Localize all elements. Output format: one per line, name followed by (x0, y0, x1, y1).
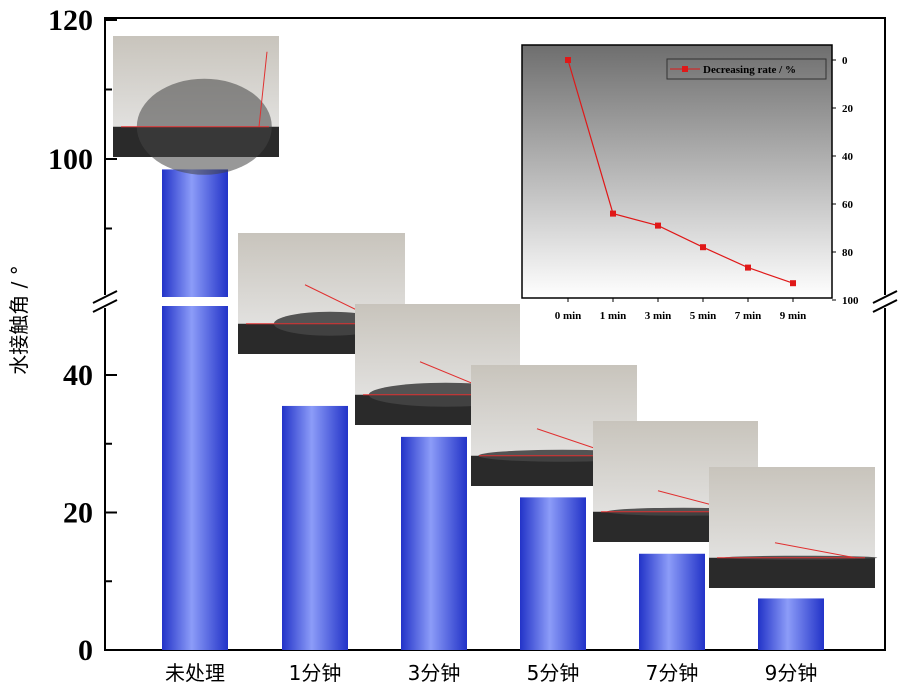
x-tick-label: 9分钟 (765, 661, 818, 685)
axis-break-mark (872, 299, 898, 313)
inset-y-tick-label: 100 (842, 295, 859, 307)
bar (758, 598, 824, 650)
inset-point (610, 210, 616, 217)
bar (401, 436, 467, 650)
inset-point (700, 244, 706, 251)
inset-plot (521, 44, 833, 299)
x-tick-label: 7分钟 (646, 661, 699, 685)
inset-y-tick-label: 20 (842, 103, 854, 115)
inset-point (790, 280, 796, 287)
bar (162, 306, 228, 650)
inset-series-line (567, 59, 794, 284)
bar (162, 169, 228, 297)
inset-x-tick-label: 3 min (645, 310, 672, 322)
inset-y-tick-label: 0 (842, 55, 848, 67)
inset-x-tick-label: 7 min (735, 310, 762, 322)
x-tick-label: 5分钟 (527, 661, 580, 685)
bar (520, 497, 586, 650)
legend-marker (682, 66, 688, 72)
legend-label: Decreasing rate / % (703, 64, 796, 76)
y-tick-label: 100 (48, 143, 93, 176)
x-tick-label: 未处理 (165, 661, 225, 685)
inset-legend (666, 58, 827, 80)
droplet-photo (709, 467, 878, 588)
droplet-photo (113, 36, 279, 175)
y-tick-label: 0 (78, 634, 93, 667)
inset-point (655, 222, 661, 229)
axis-break-mark (92, 290, 118, 304)
x-tick-label: 3分钟 (408, 661, 461, 685)
y-tick-label: 40 (63, 359, 93, 392)
y-tick-label: 120 (48, 4, 93, 37)
inset-y-tick-label: 60 (842, 199, 854, 211)
inset-x-tick-label: 0 min (555, 310, 582, 322)
inset-y-tick-label: 40 (842, 151, 854, 163)
bar (282, 405, 348, 650)
y-tick-label: 20 (63, 497, 93, 530)
inset-x-tick-label: 1 min (600, 310, 627, 322)
inset-point (565, 57, 571, 63)
plot-frame (104, 17, 886, 651)
x-tick-label: 1分钟 (289, 661, 342, 685)
y-axis-label: 水接触角 / ° (7, 265, 31, 374)
inset-x-tick-label: 9 min (780, 310, 807, 322)
axis-break-mark (92, 299, 118, 313)
inset-x-tick-label: 5 min (690, 310, 717, 322)
inset-point (745, 264, 751, 271)
axis-break-mark (872, 290, 898, 304)
bar (639, 553, 705, 650)
inset-y-tick-label: 80 (842, 247, 854, 259)
